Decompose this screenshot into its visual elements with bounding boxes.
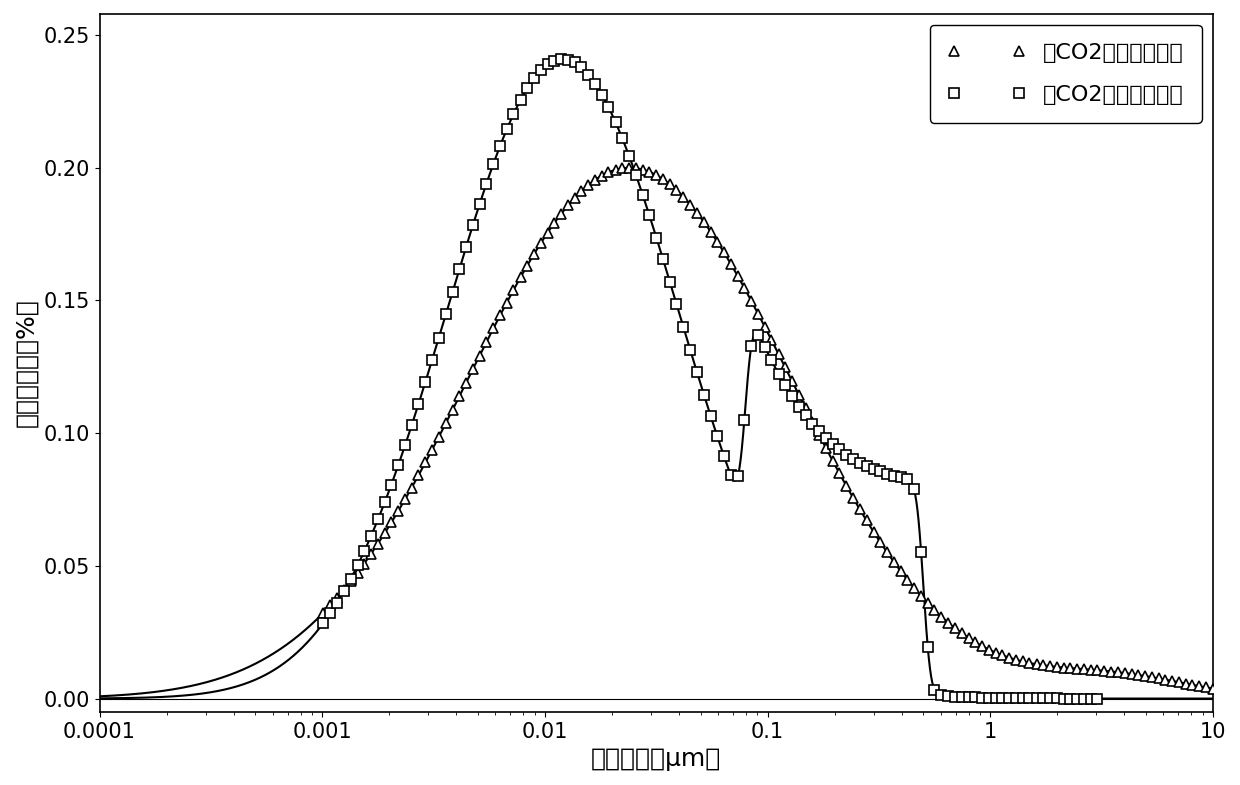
Legend: 注CO2前（离心前）, 注CO2后（离心前）: 注CO2前（离心前）, 注CO2后（离心前） [930,25,1202,122]
注CO2前（离心前） [1035,661,1050,670]
X-axis label: 孔喉半径（μm）: 孔喉半径（μm） [591,747,722,771]
注CO2后（离心前） [1090,694,1105,703]
注CO2后（离心前） [1002,693,1017,703]
注CO2前（离心前） [621,163,636,173]
注CO2前（离心前） [425,445,440,455]
Line: 注CO2前（离心前）: 注CO2前（离心前） [319,163,1218,693]
注CO2前（离心前） [588,175,603,184]
注CO2前（离心前） [615,163,630,173]
注CO2后（离心前） [492,141,507,151]
注CO2前（离心前） [1205,684,1220,693]
Line: 注CO2后（离心前）: 注CO2后（离心前） [319,54,1102,703]
注CO2后（离心前） [553,54,568,64]
注CO2后（离心前） [574,63,589,72]
Y-axis label: 孔隙度分量（%）: 孔隙度分量（%） [14,298,38,427]
注CO2后（离心前） [615,133,630,143]
注CO2前（离心前） [391,506,405,516]
注CO2后（离心前） [316,619,331,628]
注CO2后（离心前） [791,402,806,411]
注CO2前（离心前） [1043,662,1058,671]
注CO2前（离心前） [316,608,331,618]
注CO2后（离心前） [418,377,433,386]
